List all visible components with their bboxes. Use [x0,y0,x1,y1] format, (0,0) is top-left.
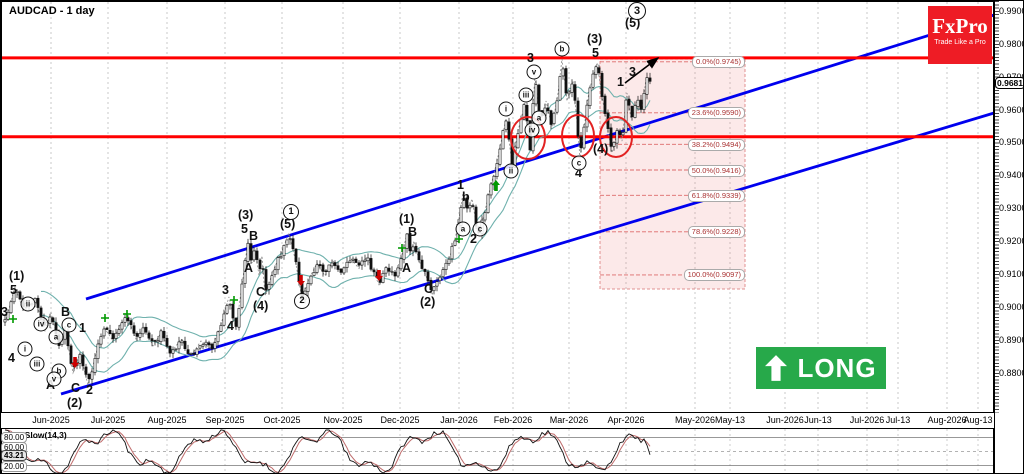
current-price-bubble: 0.9681 [995,77,1023,89]
time-axis-label: Aug-2026 [927,415,967,425]
up-arrow-icon [765,355,788,381]
time-axis-label: Jun-2026 [766,415,804,425]
price-axis-label: 0.8900 [999,334,1024,345]
time-axis-label: Aug-2025 [147,415,187,425]
time-axis-label: Jun-2025 [32,415,70,425]
time-axis-label: Jun-13 [804,415,832,425]
price-axis-label: 0.9600 [999,104,1024,115]
symbol-title: AUDCAD - 1 day [9,5,95,17]
time-axis-label: Jul-13 [885,415,911,425]
price-axis-minor-ticks [995,1,999,413]
price-axis-label: 0.9800 [999,38,1024,49]
price-axis-label: 0.9500 [999,137,1024,148]
price-axis-label: 0.9300 [999,203,1024,214]
price-axis-label: 0.9200 [999,236,1024,247]
fxpro-tagline: Trade Like a Pro [934,39,986,46]
stochastic-panel[interactable] [1,428,994,473]
time-axis-label: Jul-2026 [849,415,885,425]
price-axis-label: 0.9000 [999,301,1024,312]
long-signal-label: LONG [797,352,877,383]
time-axis-label: Jan-2026 [440,415,478,425]
fxpro-logo-text: FxPro [932,14,988,38]
fxpro-logo: FxPro Trade Like a Pro [928,6,992,64]
price-axis-label: 0.8800 [999,367,1024,378]
time-axis-label: Feb-2026 [493,415,533,425]
long-signal-badge[interactable]: LONG [756,347,886,389]
time-axis-label: Nov-2025 [323,415,363,425]
time-axis-label: Jul-2025 [90,415,126,425]
axis-divider [994,1,995,473]
time-axis-label: Mar-2026 [549,415,589,425]
price-axis-label: 0.9400 [999,170,1024,181]
indicator-label: STO Slow(14,3) [5,430,67,440]
time-axis-label: Oct-2025 [263,415,301,425]
time-axis-label: Dec-2025 [380,415,420,425]
time-axis-label: May-2026 [674,415,716,425]
time-axis-label: Aug-13 [963,415,993,425]
time-axis-label: Apr-2026 [607,415,645,425]
price-axis-label: 0.9900 [999,5,1024,16]
stochastic-svg [1,428,994,473]
price-axis-label: 0.9100 [999,268,1024,279]
time-axis-label: May-13 [714,415,746,425]
time-axis-label: Sep-2025 [205,415,245,425]
